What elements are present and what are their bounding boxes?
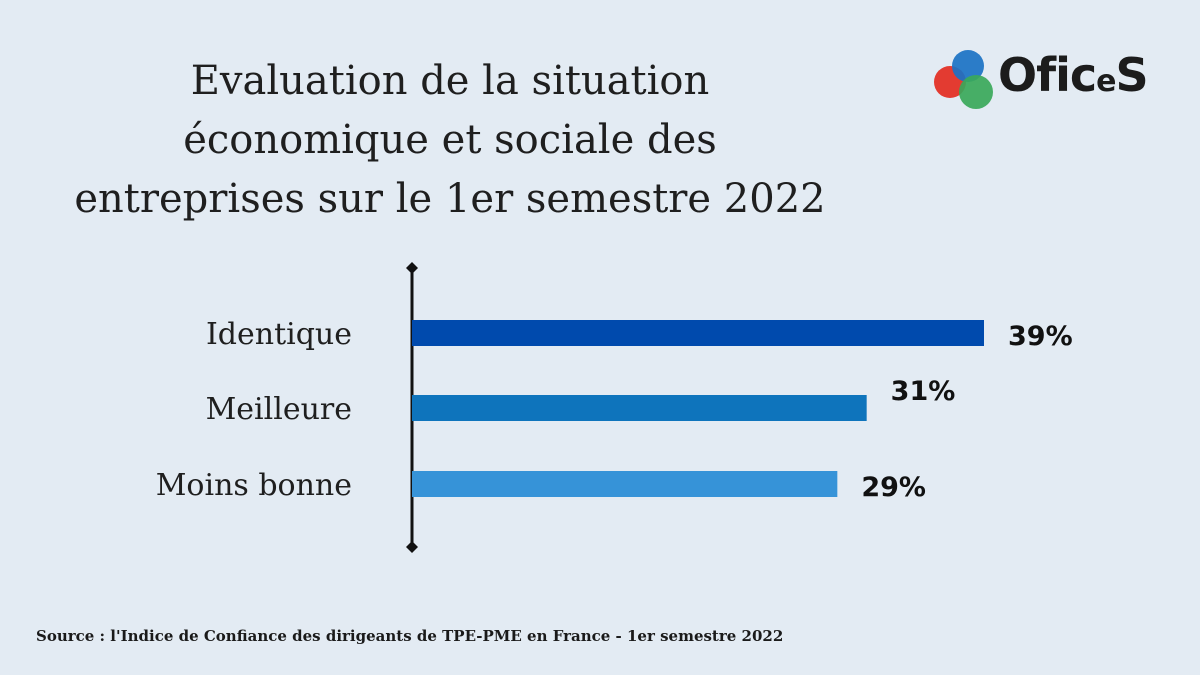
logo-circles-icon — [934, 50, 993, 109]
value-label-2: 31% — [891, 376, 956, 407]
bar-chart: Identique 39% Meilleure 31% Moins bonne 29% — [156, 262, 1073, 553]
bar-2 — [412, 395, 867, 421]
title-line-2: économique et sociale des — [183, 117, 717, 163]
logo-text-small: e — [1096, 64, 1116, 99]
value-label-1: 39% — [1008, 321, 1073, 352]
logo-text-main: Ofic — [998, 48, 1097, 102]
oficees-logo: OficeS — [930, 44, 1180, 116]
axis-bottom-marker — [406, 541, 418, 553]
category-label-3: Moins bonne — [156, 468, 352, 503]
category-label-1: Identique — [206, 317, 352, 352]
axis-top-marker — [406, 262, 418, 274]
category-label-2: Meilleure — [206, 392, 352, 427]
bar-3 — [412, 471, 838, 497]
title-line-3: entreprises sur le 1er semestre 2022 — [74, 176, 826, 222]
bar-1 — [412, 320, 984, 346]
title-line-1: Evaluation de la situation — [190, 58, 710, 104]
logo-text-end: S — [1115, 48, 1149, 102]
value-label-3: 29% — [861, 472, 926, 503]
logo-wordmark: OficeS — [998, 48, 1149, 102]
chart-title: Evaluation de la situation économique et… — [40, 52, 860, 229]
source-note: Source : l'Indice de Confiance des dirig… — [36, 627, 784, 645]
